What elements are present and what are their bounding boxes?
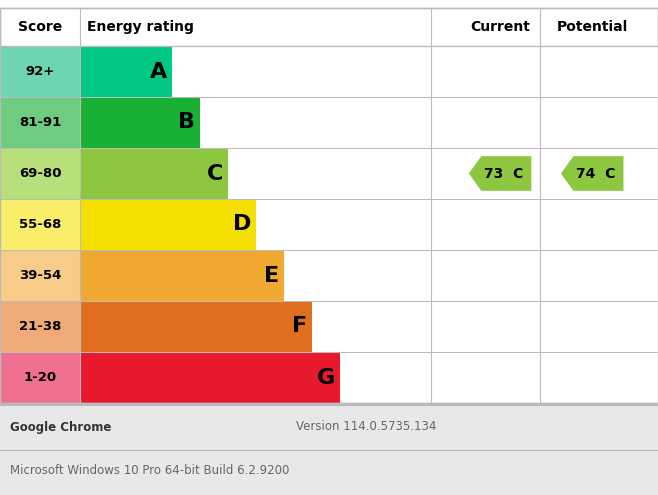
Polygon shape bbox=[468, 156, 532, 191]
Bar bbox=[80, 97, 200, 148]
Text: 21-38: 21-38 bbox=[19, 320, 61, 333]
Text: 92+: 92+ bbox=[26, 65, 55, 78]
Bar bbox=[0, 250, 80, 301]
Text: B: B bbox=[178, 112, 195, 133]
Text: 55-68: 55-68 bbox=[19, 218, 61, 231]
Bar bbox=[80, 199, 256, 250]
Bar bbox=[80, 46, 172, 97]
Text: Google Chrome: Google Chrome bbox=[10, 420, 111, 434]
Bar bbox=[0, 301, 80, 352]
Text: Current: Current bbox=[470, 20, 530, 34]
Text: Energy rating: Energy rating bbox=[87, 20, 193, 34]
Bar bbox=[0, 46, 80, 97]
Bar bbox=[0, 405, 658, 495]
Bar bbox=[0, 352, 80, 403]
Text: E: E bbox=[264, 265, 279, 286]
Text: Potential: Potential bbox=[557, 20, 628, 34]
Text: 74  C: 74 C bbox=[576, 166, 615, 181]
Polygon shape bbox=[561, 156, 624, 191]
Text: 69-80: 69-80 bbox=[19, 167, 61, 180]
Text: D: D bbox=[232, 214, 251, 235]
Text: G: G bbox=[316, 367, 335, 388]
Text: C: C bbox=[207, 163, 223, 184]
Text: 73  C: 73 C bbox=[484, 166, 523, 181]
Text: A: A bbox=[150, 61, 167, 82]
Text: 1-20: 1-20 bbox=[24, 371, 57, 384]
Bar bbox=[80, 148, 228, 199]
Text: Microsoft Windows 10 Pro 64-bit Build 6.2.9200: Microsoft Windows 10 Pro 64-bit Build 6.… bbox=[10, 463, 290, 477]
Bar bbox=[0, 97, 80, 148]
Bar bbox=[0, 8, 658, 46]
Text: 81-91: 81-91 bbox=[19, 116, 61, 129]
Bar bbox=[0, 148, 80, 199]
Bar bbox=[80, 301, 312, 352]
Bar bbox=[80, 352, 340, 403]
Text: Score: Score bbox=[18, 20, 63, 34]
Text: Version 114.0.5735.134: Version 114.0.5735.134 bbox=[296, 420, 436, 434]
Bar bbox=[0, 199, 80, 250]
Text: 39-54: 39-54 bbox=[19, 269, 61, 282]
Bar bbox=[80, 250, 284, 301]
Text: F: F bbox=[291, 316, 307, 337]
Bar bbox=[0, 8, 658, 403]
